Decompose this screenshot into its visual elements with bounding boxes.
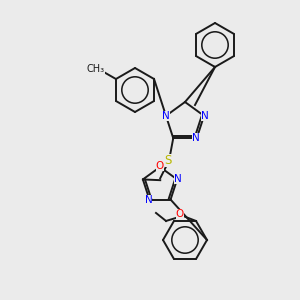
Text: O: O <box>176 209 184 219</box>
Text: CH₃: CH₃ <box>87 64 105 74</box>
Text: N: N <box>162 111 170 121</box>
Text: S: S <box>165 154 172 167</box>
Text: O: O <box>156 161 164 171</box>
Text: N: N <box>145 195 152 205</box>
Text: N: N <box>201 111 209 121</box>
Text: N: N <box>192 133 200 143</box>
Text: N: N <box>174 174 182 184</box>
